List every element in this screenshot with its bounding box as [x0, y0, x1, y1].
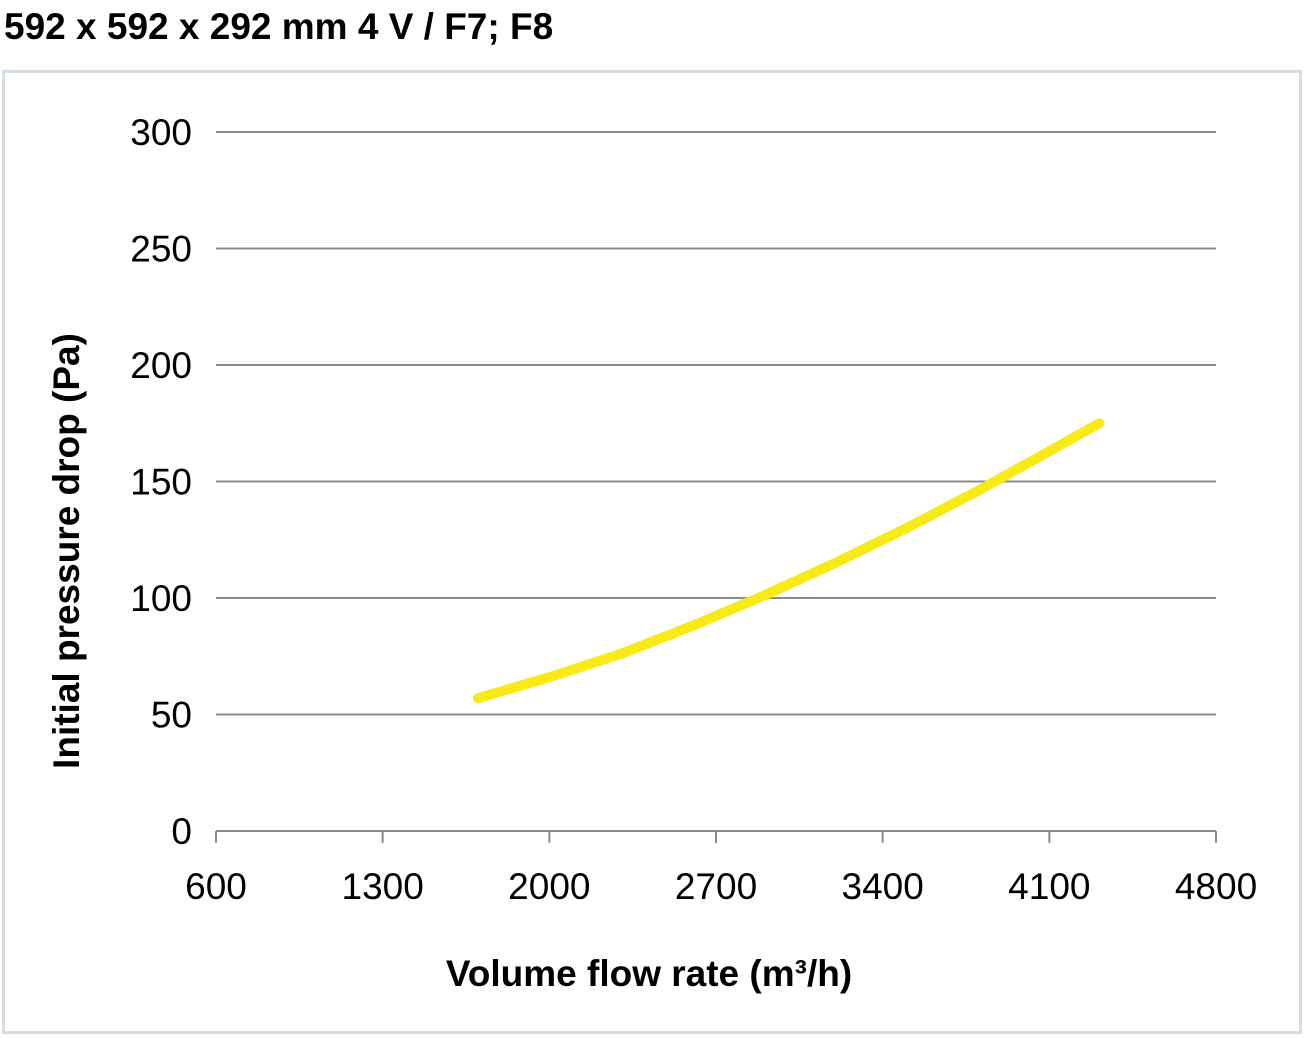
y-tick-label: 250 — [130, 229, 192, 270]
x-tick-label: 4800 — [1175, 866, 1257, 907]
series-line — [472, 418, 1105, 704]
y-tick-label: 0 — [171, 811, 192, 852]
x-tick-label: 1300 — [342, 866, 424, 907]
y-tick-label: 200 — [130, 345, 192, 386]
chart-title: 592 x 592 x 292 mm 4 V / F7; F8 — [4, 6, 554, 47]
y-tick-label: 50 — [151, 695, 192, 736]
x-tick-label: 600 — [185, 866, 247, 907]
chart-frame — [2, 70, 1302, 1034]
x-tick-label: 3400 — [842, 866, 924, 907]
x-axis-title: Volume flow rate (m³/h) — [446, 953, 852, 994]
y-tick-label: 100 — [130, 578, 192, 619]
x-tick-label: 2000 — [508, 866, 590, 907]
y-tick-label: 300 — [130, 112, 192, 153]
x-tick-label: 2700 — [675, 866, 757, 907]
y-axis-title: Initial pressure drop (Pa) — [46, 333, 87, 769]
y-tick-label: 150 — [130, 462, 192, 503]
x-tick-label: 4100 — [1008, 866, 1090, 907]
